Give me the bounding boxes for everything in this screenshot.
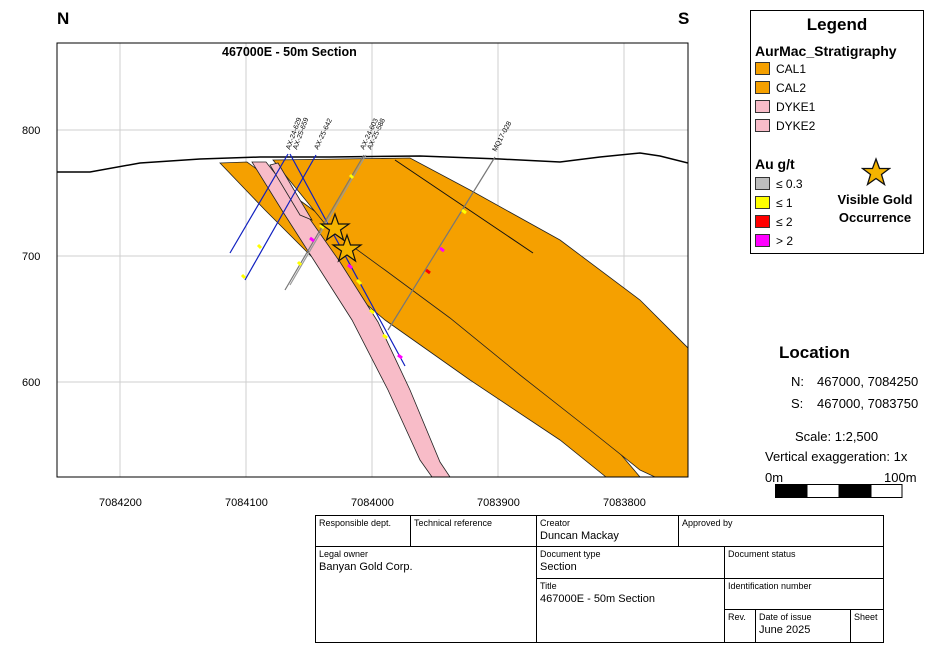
legend-swatch [755,196,770,209]
legal-owner-label: Legal owner [319,549,369,559]
drillhole-ax-24-629 [229,153,289,254]
au-grade-title: Au g/t [755,156,795,172]
identification-cell: Identification number [725,579,884,610]
title-cell: Title 467000E - 50m Section [537,579,725,643]
legend-label: CAL1 [776,61,807,76]
location-title: Location [779,343,850,362]
location-n-label: N: [791,374,804,389]
legend-item-au-2: ≤ 1 [755,195,793,210]
responsible-dept-cell: Responsible dept. [316,516,411,547]
stratigraphy-title: AurMac_Stratigraphy [755,43,897,59]
northing-tick-label: 7083800 [603,497,646,509]
location-s-label: S: [791,396,804,411]
visible-gold-label: Visible Gold Occurrence [837,192,913,225]
date-label: Date of issue [759,612,812,622]
legend-item-cal1: CAL1 [755,61,806,76]
legal-owner-cell: Legal owner Banyan Gold Corp. [316,547,537,643]
section-title: 467000E - 50m Section [222,45,357,59]
legend-swatch [755,234,770,247]
location-s-value: 467000, 7083750 [817,396,919,411]
elevation-tick-label: 600 [22,377,40,389]
legal-owner-value: Banyan Gold Corp. [319,561,413,573]
rev-label: Rev. [728,612,746,622]
legend-item-dyke1: DYKE1 [755,99,815,114]
sheet-label: Sheet [854,612,878,622]
approved-by-cell: Approved by [679,516,884,547]
legend-swatch [755,100,770,113]
legend-label: ≤ 1 [776,195,793,210]
drillhole-ax-25-642 [244,154,317,281]
northing-tick-label: 7084000 [351,497,394,509]
scale-text: Scale: 1:2,500 [795,429,879,444]
date-value: June 2025 [759,624,811,636]
date-cell: Date of issue June 2025 [756,610,851,643]
drillhole-mq17-028 [387,156,496,331]
drillhole-label: AX-25-642 [313,117,334,150]
topography-line [57,152,688,173]
legend-panel: Legend AurMac_Stratigraphy CAL1 CAL2 DYK… [750,10,924,254]
approved-by-label: Approved by [682,518,733,528]
elevation-tick-label: 700 [22,251,40,263]
scale-bar-end: 100m [884,470,917,485]
legend-item-au-1: ≤ 0.3 [755,176,803,191]
assay-samples [240,173,467,360]
vertical-exaggeration: Vertical exaggeration: 1x [765,449,908,464]
drillhole-label: MQ17-028 [492,120,514,153]
legend-swatch [755,177,770,190]
rev-cell: Rev. [725,610,756,643]
document-status-label: Document status [728,549,796,559]
document-status-cell: Document status [725,547,884,579]
title-label: Title [540,581,557,591]
northing-tick-label: 7084100 [225,497,268,509]
document-type-value: Section [540,561,577,573]
responsible-dept-label: Responsible dept. [319,518,392,528]
document-type-cell: Document type Section [537,547,725,579]
northing-tick-label: 7084200 [99,497,142,509]
legend-title: Legend [806,15,868,34]
legend-swatch [755,81,770,94]
northing-tick-label: 7083900 [477,497,520,509]
legend-item-cal2: CAL2 [755,80,806,95]
location-n-value: 467000, 7084250 [817,374,919,389]
legend-label: > 2 [776,233,794,248]
legend-label: ≤ 0.3 [776,176,803,191]
document-type-label: Document type [540,549,601,559]
technical-reference-cell: Technical reference [411,516,537,547]
creator-value: Duncan Mackay [540,530,619,542]
legend-swatch [755,119,770,132]
visible-gold-star-1 [319,212,351,242]
legend-label: ≤ 2 [776,214,793,229]
dyke1-unit [251,161,451,477]
creator-cell: Creator Duncan Mackay [537,516,679,547]
visible-gold-star-icon [861,157,891,187]
title-block: Responsible dept. Technical reference Cr… [315,515,884,643]
scale-bar-start: 0m [765,470,784,485]
identification-label: Identification number [728,581,812,591]
legend-item-dyke2: DYKE2 [755,118,815,133]
legend-item-au-4: > 2 [755,233,793,248]
drillhole-ax-25-659 [289,153,406,367]
creator-label: Creator [540,518,571,528]
legend-label: CAL2 [776,80,807,95]
south-label: S [678,9,690,28]
visible-gold-star-2 [331,233,363,263]
technical-reference-label: Technical reference [414,518,493,528]
legend-item-au-3: ≤ 2 [755,214,793,229]
section-frame [56,42,689,478]
dyke2-unit [269,162,313,221]
north-label: N [57,9,70,28]
sheet-cell: Sheet [851,610,884,643]
title-value: 467000E - 50m Section [540,593,655,605]
cal1-unit [272,157,688,477]
legend-label: DYKE1 [776,99,816,114]
scale-bar [775,484,903,498]
legend-label: DYKE2 [776,118,816,133]
legend-swatch [755,62,770,75]
legend-swatch [755,215,770,228]
drillholes [229,153,496,367]
elevation-tick-label: 800 [22,125,40,137]
